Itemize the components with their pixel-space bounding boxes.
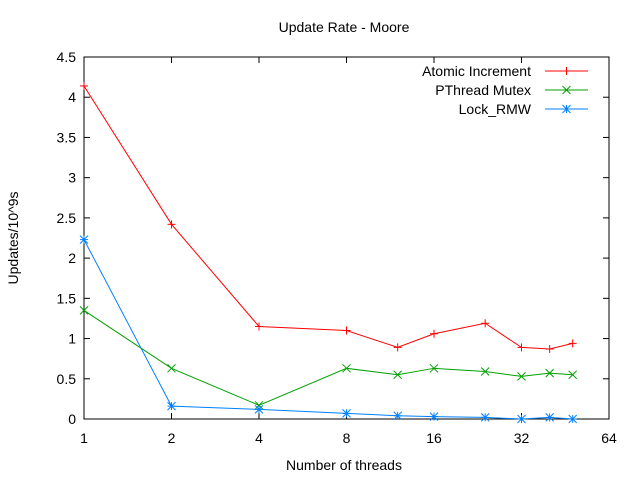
x-tick-label: 4: [255, 430, 263, 446]
data-point: [167, 363, 176, 373]
data-point: [545, 368, 555, 378]
data-point: [517, 372, 526, 381]
data-point: [517, 343, 526, 352]
data-point: [562, 85, 571, 95]
y-tick-label: 3.5: [57, 129, 77, 145]
data-point: [342, 409, 351, 418]
y-tick-label: 0: [68, 411, 76, 427]
data-point: [562, 104, 571, 114]
data-point: [480, 367, 490, 376]
data-point: [429, 363, 439, 373]
series-line: [83, 239, 573, 420]
data-point: [79, 306, 89, 315]
series-layer: [79, 81, 578, 424]
y-tick-label: 2.5: [57, 210, 77, 226]
y-tick-label: 2: [68, 250, 76, 266]
data-point: [430, 329, 438, 338]
data-point: [254, 404, 264, 414]
legend: Atomic Increment PThread Mutex Lock_RMW: [422, 63, 588, 117]
data-point: [342, 326, 351, 335]
data-point: [480, 413, 490, 422]
series-pthread-mutex: [79, 306, 578, 410]
x-tick-label: 16: [426, 430, 442, 446]
data-point: [545, 345, 554, 354]
data-point: [429, 412, 439, 421]
data-point: [342, 363, 351, 373]
data-point: [568, 414, 578, 424]
data-point: [545, 413, 555, 422]
x-tick-label: 1: [80, 430, 88, 446]
y-tick-label: 1.5: [57, 290, 77, 306]
data-point: [562, 67, 571, 75]
y-tick-label: 3: [68, 170, 76, 186]
data-point: [393, 411, 403, 421]
data-point: [393, 370, 403, 380]
series-lock-rmw: [79, 235, 578, 424]
legend-label: PThread Mutex: [435, 82, 531, 98]
series-line: [83, 309, 573, 406]
x-tick-label: 2: [168, 430, 176, 446]
data-point: [568, 339, 577, 348]
data-point: [80, 81, 88, 90]
legend-label: Lock_RMW: [459, 101, 532, 117]
data-point: [254, 400, 264, 410]
data-point: [167, 401, 176, 411]
series-atomic-increment: [80, 81, 577, 354]
data-point: [481, 319, 490, 328]
x-tick-label: 32: [514, 430, 530, 446]
data-point: [167, 220, 176, 229]
x-axis-label: Number of threads: [286, 457, 402, 473]
legend-label: Atomic Increment: [422, 63, 531, 79]
series-line: [83, 85, 573, 350]
data-point: [255, 322, 263, 331]
y-tick-label: 4: [68, 89, 76, 105]
data-point: [568, 370, 578, 380]
y-tick-label: 4.5: [57, 49, 77, 65]
y-tick-label: 1: [68, 331, 76, 347]
axis-ticks: 0 0.5 1 1.5 2 2.5 3 3.5 4 4.5 1 2 4 8 16 32 64: [57, 49, 617, 446]
data-point: [517, 414, 526, 424]
data-point: [393, 343, 402, 352]
data-point: [79, 235, 89, 244]
x-tick-label: 64: [601, 430, 617, 446]
chart-title: Update Rate - Moore: [279, 19, 410, 35]
y-tick-label: 0.5: [57, 371, 77, 387]
x-tick-label: 8: [343, 430, 351, 446]
y-axis-label: Updates/10^9s: [5, 192, 21, 285]
